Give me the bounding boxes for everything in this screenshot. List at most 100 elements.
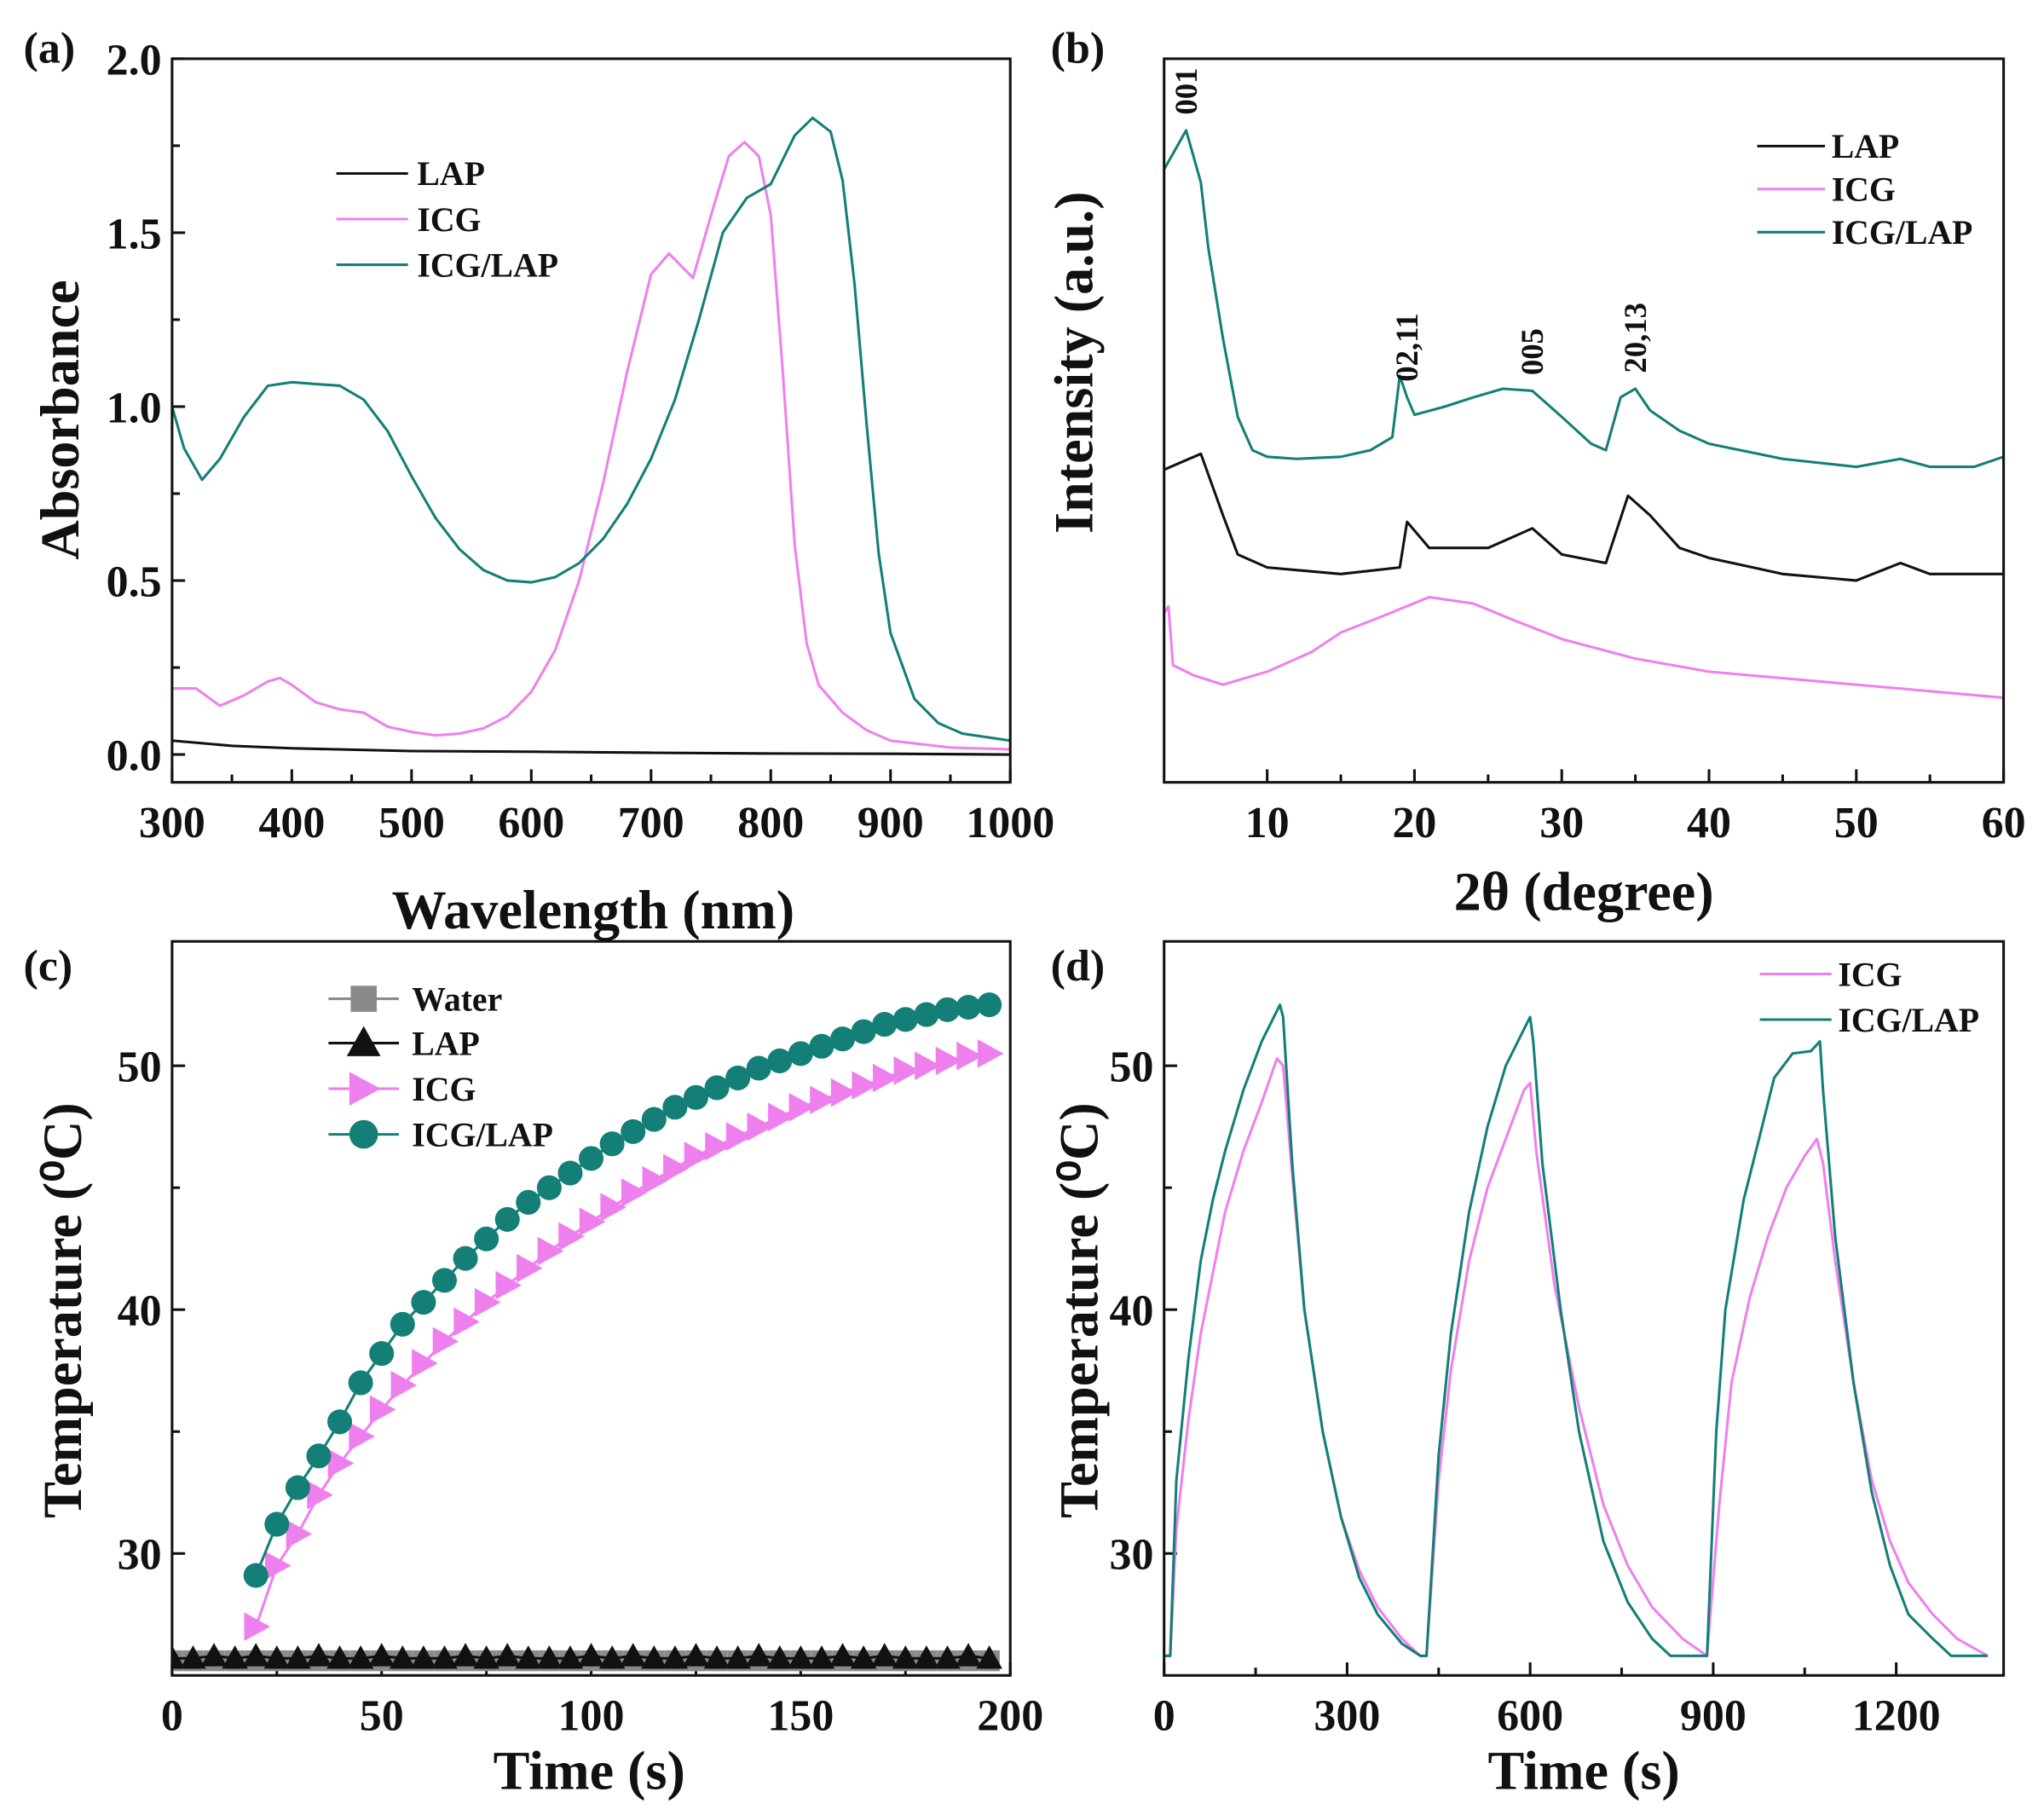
panel-label-d: (d): [1051, 942, 1106, 991]
data-point-icg: [725, 1122, 753, 1151]
data-point-icg-lap: [599, 1131, 625, 1157]
y-axis-title-c: Temperature (⁰C): [32, 1102, 93, 1518]
data-point-lap: [892, 1644, 919, 1669]
data-point-lap: [326, 1644, 353, 1669]
x-tick-label: 500: [378, 799, 445, 847]
panel-label-b: (b): [1051, 24, 1106, 72]
legend-marker-icg: [349, 1072, 381, 1106]
data-point-lap: [808, 1644, 835, 1669]
data-point-lap: [850, 1644, 877, 1669]
data-point-lap: [829, 1643, 856, 1667]
y-tick-label: 2.0: [107, 36, 162, 84]
data-point-icg: [893, 1056, 921, 1085]
series-line-icg: [1163, 595, 2004, 699]
data-point-icg: [558, 1222, 585, 1251]
data-point-icg-lap: [809, 1033, 834, 1059]
legend-marker-water: [350, 986, 377, 1012]
data-point-icg-lap: [914, 1002, 939, 1027]
data-point-lap: [536, 1644, 563, 1669]
data-point-icg: [265, 1551, 292, 1581]
y-tick-label: 0.0: [107, 731, 162, 780]
data-point-icg: [956, 1041, 983, 1071]
data-point-icg: [537, 1236, 564, 1266]
data-point-icg-lap: [557, 1160, 583, 1186]
data-point-lap: [347, 1644, 374, 1669]
data-point-lap: [180, 1644, 206, 1669]
series-line-lap: [171, 1654, 990, 1660]
series-group: [171, 116, 1011, 756]
data-point-lap: [641, 1644, 667, 1669]
data-point-icg-lap: [704, 1075, 730, 1101]
data-point-icg-lap: [872, 1011, 898, 1038]
data-point-icg-lap: [494, 1206, 520, 1232]
panel-label-a: (a): [24, 24, 76, 72]
series-line-icg: [171, 141, 1011, 751]
data-point-lap: [661, 1644, 689, 1669]
data-point-icg-lap: [516, 1189, 541, 1215]
data-point-icg: [705, 1131, 731, 1161]
legend-b: LAP ICG ICG/LAP: [1757, 128, 1972, 251]
data-point-icg-lap: [431, 1268, 457, 1293]
data-point-lap: [390, 1644, 416, 1669]
x-tick-label: 300: [139, 799, 205, 847]
y-tick-label: 0.5: [107, 558, 162, 606]
data-point-icg-lap: [285, 1475, 310, 1500]
data-point-icg: [872, 1063, 899, 1093]
data-point-icg-lap: [662, 1095, 688, 1120]
x-axis-title-a: Wavelength (nm): [391, 880, 794, 940]
series-group: [171, 992, 1004, 1672]
series-line-icg-lap: [171, 116, 1011, 743]
data-point-icg: [977, 1039, 1004, 1068]
data-point-icg: [327, 1448, 355, 1478]
data-point-lap: [452, 1643, 479, 1667]
data-point-icg: [747, 1112, 774, 1142]
plot-frame: [170, 57, 1012, 784]
x-tick-label: 800: [737, 799, 804, 847]
data-point-icg-lap: [411, 1290, 436, 1315]
data-point-icg-lap: [892, 1007, 918, 1032]
series-line-icg-lap: [1163, 1003, 1988, 1657]
data-point-icg-lap: [725, 1065, 751, 1090]
legend-d: ICG ICG/LAP: [1759, 956, 1979, 1039]
data-point-lap: [745, 1643, 772, 1667]
data-point-lap: [871, 1643, 898, 1667]
data-point-lap: [557, 1644, 584, 1669]
x-tick-label: 0: [161, 1692, 183, 1741]
data-point-lap: [494, 1643, 521, 1667]
data-point-icg: [852, 1071, 878, 1100]
data-point-icg: [517, 1253, 543, 1283]
data-point-icg-lap: [956, 994, 981, 1020]
data-point-icg: [390, 1371, 418, 1400]
data-point-icg-lap: [851, 1019, 876, 1044]
x-tick-label: 300: [1314, 1692, 1380, 1741]
y-tick-label: 50: [1109, 1043, 1153, 1092]
x-tick-label: 900: [857, 799, 924, 847]
data-point-icg: [286, 1519, 313, 1549]
data-point-lap: [222, 1644, 248, 1669]
x-tick-label: 700: [618, 799, 684, 847]
x-tick-label: 200: [977, 1692, 1043, 1741]
series-group: [1163, 1003, 1989, 1657]
data-point-icg-lap: [390, 1311, 415, 1337]
data-point-icg: [432, 1327, 459, 1356]
data-point-lap: [788, 1644, 814, 1669]
data-point-lap: [913, 1644, 940, 1669]
data-point-icg-lap: [830, 1026, 856, 1052]
x-axis-title-c: Time (s): [494, 1740, 685, 1801]
peak-label: 20,13: [1618, 303, 1653, 373]
panel-label-c: (c): [24, 942, 73, 991]
data-point-lap: [263, 1644, 291, 1669]
data-point-icg: [915, 1051, 941, 1080]
data-point-icg: [621, 1178, 648, 1207]
data-point-icg-lap: [641, 1107, 667, 1132]
legend-label-lap: LAP: [1832, 128, 1900, 165]
x-tick-label: 40: [1687, 799, 1731, 847]
series-group: [1163, 129, 2004, 699]
plot-frame: [1163, 57, 2006, 784]
data-point-lap: [473, 1644, 499, 1669]
legend-label-lap: LAP: [417, 155, 484, 193]
peak-label: 001: [1169, 68, 1204, 115]
data-point-icg: [307, 1480, 333, 1510]
data-point-icg-lap: [327, 1409, 353, 1435]
legend-label-icg-lap: ICG/LAP: [417, 246, 558, 284]
